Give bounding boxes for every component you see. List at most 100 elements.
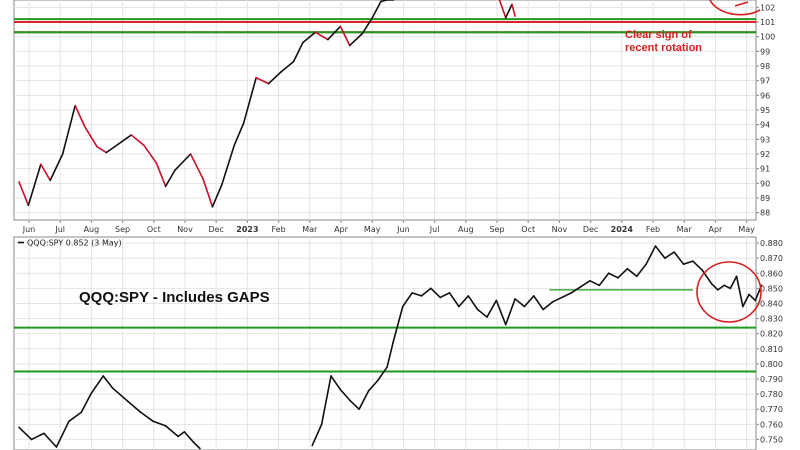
x-tick-label: Nov	[552, 225, 568, 234]
series-segment	[105, 142, 120, 154]
series-segment	[617, 267, 629, 279]
series-segment	[139, 411, 154, 423]
x-tick-label: Oct	[521, 225, 535, 234]
y-tick-label: 101	[760, 18, 775, 27]
series-segment	[111, 387, 129, 403]
series-segment	[495, 299, 507, 326]
x-tick-label: Jul	[54, 225, 65, 234]
upper-highlight-circle	[709, 0, 761, 16]
series-segment	[570, 286, 582, 294]
series-segment	[392, 305, 404, 343]
series-segment	[401, 292, 413, 308]
x-tick-label: 2023	[236, 225, 258, 234]
series-segment	[664, 251, 676, 259]
series-segment	[523, 295, 535, 308]
series-segment	[102, 375, 114, 389]
series-segment	[532, 295, 544, 311]
x-tick-label: Dec	[583, 225, 598, 234]
series-segment	[589, 280, 601, 287]
y-tick-label: 99	[760, 47, 770, 56]
series-segment	[192, 441, 201, 450]
series-segment	[339, 25, 351, 47]
x-tick-label: Mar	[677, 225, 693, 234]
ratio-caption: QQQ:SPY - Includes GAPS	[79, 289, 270, 306]
series-segment	[476, 308, 488, 318]
series-segment	[607, 272, 619, 279]
series-segment	[598, 272, 610, 287]
x-tick-label: May	[364, 225, 381, 234]
upper-y-axis: 88 89 90 91 92 93 94 95 96 97 98 99 100 101 102	[756, 3, 775, 218]
series-segment	[43, 432, 58, 448]
series-segment	[367, 379, 379, 392]
series-segment	[654, 245, 666, 259]
lower-ratio-series	[18, 245, 763, 450]
series-segment	[376, 366, 388, 382]
y-tick-label: 96	[760, 91, 770, 100]
series-segment	[118, 134, 133, 145]
x-tick-label: Apr	[334, 225, 349, 234]
series-segment	[458, 295, 470, 308]
series-segment	[18, 426, 33, 441]
series-segment	[164, 425, 179, 438]
x-tick-label: Jun	[22, 225, 36, 234]
series-segment	[127, 400, 142, 414]
series-segment	[27, 163, 42, 207]
series-segment	[221, 144, 236, 186]
upper-reference-lines	[14, 18, 756, 34]
y-tick-label: 98	[760, 62, 770, 71]
series-segment	[542, 301, 554, 311]
series-segment	[211, 184, 223, 208]
series-segment	[311, 423, 323, 447]
series-segment	[723, 284, 732, 290]
x-tick-label: Feb	[646, 225, 660, 234]
series-segment	[183, 431, 195, 444]
lower-plot-area	[13, 236, 757, 450]
series-segment	[40, 163, 52, 182]
y-tick-label: 0.810	[760, 345, 783, 354]
series-segment	[18, 181, 30, 207]
x-tick-label: Feb	[272, 225, 286, 234]
series-segment	[292, 41, 304, 63]
series-segment	[348, 399, 360, 411]
series-segment	[498, 0, 507, 19]
upper-panel: 88 89 90 91 92 93 94 95 96 97 98 99 100 101 102 Jun Jul…	[13, 0, 775, 234]
lower-gridlines	[14, 237, 756, 450]
y-tick-label: 89	[760, 194, 770, 203]
x-axis-labels: Jun Jul Aug Sep Oct Nov Dec 2023 Feb Mar Apr May Jun…	[22, 220, 755, 234]
y-tick-label: 90	[760, 179, 770, 188]
x-tick-label: 2024	[611, 225, 634, 234]
legend-label: QQQ:SPY 0.852 (3 May)	[27, 239, 122, 248]
y-tick-label: 88	[760, 209, 770, 218]
y-tick-label: 93	[760, 135, 770, 144]
series-segment	[504, 298, 516, 326]
series-segment	[448, 292, 460, 308]
series-segment	[280, 60, 295, 73]
series-segment	[735, 275, 744, 308]
y-tick-label: 0.820	[760, 330, 783, 339]
lower-highlight-circle	[696, 261, 762, 323]
upper-price-series	[18, 0, 516, 208]
series-segment	[645, 245, 657, 265]
y-tick-label: 0.840	[760, 299, 783, 308]
series-segment	[302, 31, 317, 44]
x-tick-label: May	[738, 225, 755, 234]
x-tick-label: Sep	[489, 225, 504, 234]
series-segment	[626, 267, 638, 278]
series-segment	[420, 287, 432, 297]
series-segment	[255, 76, 270, 85]
y-tick-label: 97	[760, 77, 770, 86]
y-tick-label: 0.830	[760, 315, 783, 324]
x-tick-label: Nov	[177, 225, 193, 234]
series-segment	[330, 375, 342, 391]
series-segment	[635, 263, 647, 278]
series-segment	[486, 299, 498, 318]
series-segment	[164, 169, 176, 188]
series-segment	[729, 275, 738, 290]
series-segment	[89, 375, 105, 395]
series-segment	[130, 134, 145, 146]
series-segment	[511, 3, 516, 17]
y-tick-label: 0.870	[760, 254, 783, 263]
series-segment	[682, 260, 694, 265]
upper-circled-marker	[734, 1, 749, 7]
